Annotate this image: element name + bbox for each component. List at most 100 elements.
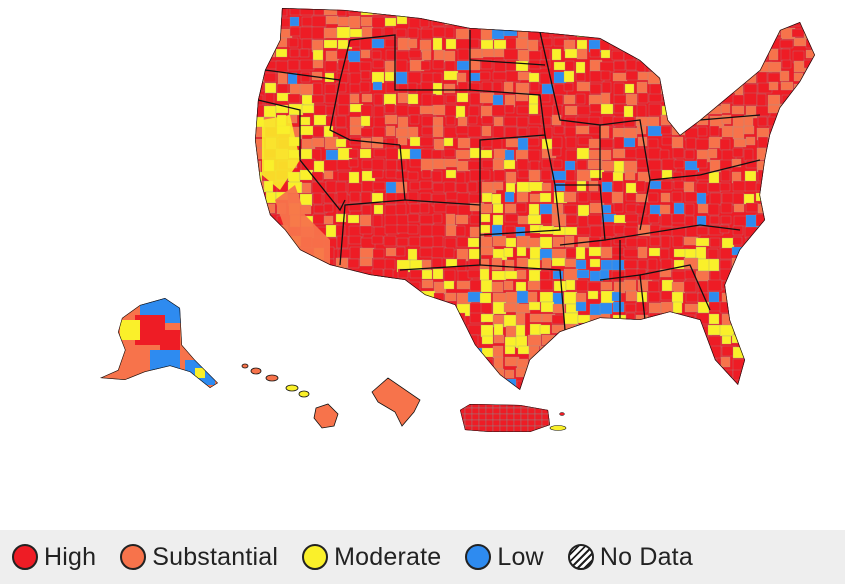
county-cell	[564, 235, 575, 248]
county-cell	[539, 345, 551, 356]
county-cell	[709, 8, 722, 16]
county-cell	[548, 413, 550, 421]
county-cell	[335, 279, 347, 289]
county-cell	[528, 8, 544, 16]
county-cell	[515, 92, 529, 102]
county-cell	[336, 26, 351, 39]
county-cell	[792, 160, 807, 173]
county-cell	[464, 425, 473, 432]
county-cell	[541, 404, 550, 409]
county-cell	[492, 345, 504, 359]
county-cell	[755, 291, 770, 302]
county-cell	[527, 15, 538, 26]
county-cell	[499, 419, 508, 427]
county-cell	[612, 171, 624, 182]
county-cell	[733, 389, 745, 390]
county-cell	[407, 71, 422, 85]
county-cell	[263, 325, 276, 339]
county-cell	[697, 392, 709, 401]
legend-label: High	[44, 542, 97, 571]
county-cell	[359, 313, 374, 327]
county-cell	[312, 392, 321, 404]
county-cell	[707, 279, 723, 292]
county-cell	[265, 235, 276, 246]
county-cell	[492, 413, 501, 421]
county-cell	[563, 204, 578, 215]
county-cell	[548, 431, 550, 432]
county-cell	[767, 303, 779, 316]
county-cell	[371, 38, 385, 49]
county-cell	[793, 72, 804, 82]
county-cell	[587, 290, 599, 300]
county-cell	[612, 334, 628, 345]
county-cell	[301, 38, 313, 50]
county-cell	[360, 8, 374, 16]
county-cell	[359, 225, 373, 235]
county-cell	[601, 204, 612, 214]
county-cell	[383, 26, 395, 38]
county-cell	[289, 270, 305, 284]
county-cell	[660, 39, 673, 50]
county-cell	[432, 37, 443, 51]
county-cell	[781, 336, 793, 350]
county-cell	[708, 171, 720, 185]
county-cell	[804, 368, 815, 381]
county-cell	[528, 126, 540, 138]
county-cell	[697, 126, 708, 137]
county-cell	[647, 258, 658, 272]
county-cell	[456, 236, 470, 248]
county-cell	[563, 345, 576, 355]
county-cell	[504, 270, 519, 280]
county-cell	[372, 325, 383, 337]
county-cell	[756, 226, 768, 236]
county-cell	[685, 137, 697, 150]
county-cell	[816, 303, 830, 315]
county-cell	[455, 105, 466, 119]
county-cell	[408, 303, 419, 315]
county-cell	[671, 270, 687, 281]
county-cell	[743, 148, 754, 162]
county-cell	[443, 158, 459, 168]
county-cell	[506, 407, 515, 415]
county-cell	[792, 93, 803, 103]
county-cell	[313, 114, 328, 126]
county-cell	[818, 205, 829, 214]
territory-shape	[371, 377, 421, 427]
county-cell	[456, 92, 469, 103]
county-cell	[276, 270, 287, 280]
county-cell	[541, 413, 550, 421]
county-cell	[757, 367, 770, 378]
county-cell	[756, 269, 769, 281]
county-cell	[455, 171, 466, 185]
county-cell	[384, 258, 396, 271]
county-cell	[756, 93, 767, 107]
county-cell	[804, 70, 815, 82]
county-cell	[791, 237, 804, 248]
county-cell	[804, 270, 815, 281]
county-cell	[587, 358, 600, 372]
county-cell	[804, 392, 813, 402]
county-cell	[456, 358, 468, 368]
county-cell	[599, 138, 614, 149]
county-cell	[457, 379, 470, 390]
county-cell	[529, 81, 540, 92]
county-cell	[276, 17, 292, 28]
county-cell	[696, 215, 707, 227]
county-cell	[661, 323, 675, 334]
county-cell	[480, 213, 491, 223]
county-cell	[395, 71, 408, 85]
county-cell	[564, 126, 577, 139]
county-cell	[743, 83, 758, 95]
county-cell	[361, 334, 376, 346]
county-cell	[733, 203, 745, 213]
county-cell	[781, 312, 796, 322]
county-cell	[755, 182, 769, 192]
county-cell	[397, 312, 410, 324]
county-cell	[479, 268, 490, 282]
county-cell	[768, 236, 781, 246]
county-cell	[660, 16, 674, 26]
county-cell	[361, 204, 372, 216]
county-cell	[337, 303, 348, 317]
county-cell	[360, 49, 371, 59]
county-cell	[443, 181, 456, 194]
